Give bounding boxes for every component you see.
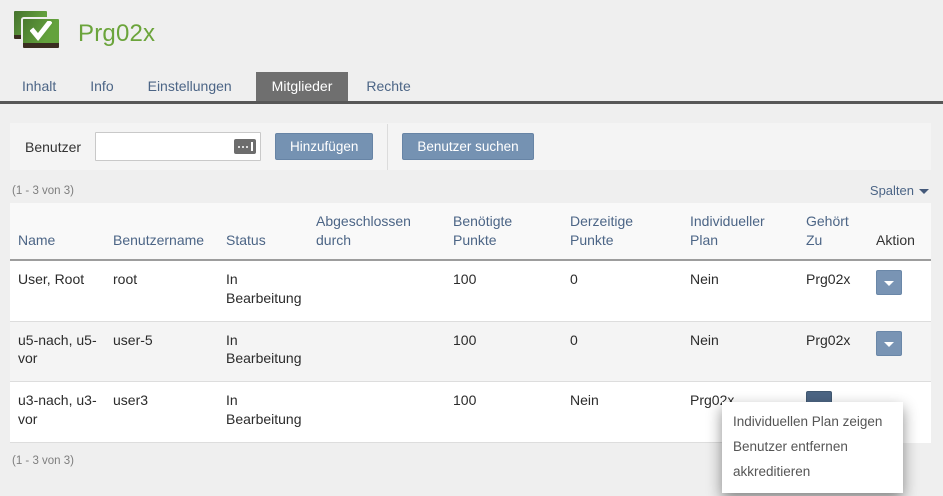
columns-selector[interactable]: Spalten	[870, 183, 929, 198]
menu-item-remove-user[interactable]: Benutzer entfernen	[733, 439, 848, 454]
col-header-status[interactable]: Status	[218, 203, 308, 261]
table-header-row: Name Benutzername Status Abgeschlossen d…	[10, 203, 931, 261]
search-users-button[interactable]: Benutzer suchen	[402, 133, 534, 160]
checkmark-icon	[30, 21, 52, 41]
cell-individual-plan: Nein	[682, 321, 798, 383]
col-header-required-points[interactable]: Benötigte Punkte	[445, 203, 562, 261]
menu-item-show-individual-plan[interactable]: Individuellen Plan zeigen	[733, 414, 883, 429]
cell-completed-by	[308, 321, 445, 383]
user-input-label: Benutzer	[25, 138, 82, 155]
cell-current-points: 0	[562, 259, 682, 322]
chevron-down-icon	[919, 189, 929, 194]
cell-required-points: 100	[445, 259, 562, 322]
col-header-name[interactable]: Name	[10, 203, 105, 261]
cell-individual-plan2: Nein	[562, 381, 682, 444]
cell-individual-plan: Nein	[682, 259, 798, 322]
cell-belongs-to: Prg02x	[798, 321, 868, 383]
cell-username: user3	[105, 381, 218, 444]
toolbar-divider	[387, 123, 389, 170]
tab-info[interactable]: Info	[90, 78, 114, 94]
cell-name: User, Root	[10, 259, 105, 322]
tab-mitglieder[interactable]: Mitglieder	[255, 72, 349, 101]
table-row: u5-nach, u5-vor user-5 In Bearbeitung 10…	[10, 321, 931, 383]
col-header-username[interactable]: Benutzername	[105, 203, 218, 261]
tab-rechte[interactable]: Rechte	[366, 78, 411, 94]
col-header-belongs-to[interactable]: Gehört Zu	[798, 203, 868, 261]
user-search-input[interactable]	[95, 132, 262, 161]
page-title: Prg02x	[78, 20, 156, 47]
page-header: Prg02x	[0, 0, 943, 62]
table-row: User, Root root In Bearbeitung 100 0 Nei…	[10, 259, 931, 322]
autocomplete-icon[interactable]	[234, 139, 257, 154]
row-action-menu: Individuellen Plan zeigen Benutzer entfe…	[722, 402, 903, 493]
cell-status: In Bearbeitung	[218, 259, 308, 322]
chevron-down-icon	[884, 280, 894, 286]
cell-belongs-to: Prg02x	[798, 259, 868, 322]
col-header-action: Aktion	[868, 203, 931, 261]
cell-required-points: 100	[445, 321, 562, 383]
table-meta: (1 - 3 von 3) Spalten	[12, 183, 929, 198]
user-input-wrap	[95, 132, 262, 161]
chevron-down-icon	[884, 341, 894, 347]
study-programme-icon	[14, 10, 62, 56]
tab-einstellungen[interactable]: Einstellungen	[147, 78, 232, 94]
member-toolbar: Benutzer Hinzufügen Benutzer suchen	[10, 123, 931, 170]
add-user-button[interactable]: Hinzufügen	[275, 133, 374, 160]
cell-status: In Bearbeitung	[218, 321, 308, 383]
cell-name: u5-nach, u5-vor	[10, 321, 105, 383]
cell-action	[868, 321, 931, 383]
columns-selector-label: Spalten	[869, 183, 914, 198]
col-header-current-points[interactable]: Derzeitige Punkte	[562, 203, 682, 261]
study-programme-icon-front	[23, 19, 59, 48]
cell-completed-by	[308, 381, 445, 444]
result-range-top: (1 - 3 von 3)	[12, 184, 74, 197]
menu-item-accredit[interactable]: akkreditieren	[733, 464, 811, 479]
tab-inhalt[interactable]: Inhalt	[22, 78, 57, 94]
cell-status: In Bearbeitung	[218, 381, 308, 444]
row-action-dropdown-button[interactable]	[876, 269, 902, 295]
tab-bar: Inhalt Info Einstellungen Mitglieder Rec…	[0, 72, 943, 104]
cell-required-points: 100	[445, 381, 562, 444]
col-header-individual-plan[interactable]: Individueller Plan	[682, 203, 798, 261]
cell-username: user-5	[105, 321, 218, 383]
cell-action	[868, 259, 931, 322]
cell-username: root	[105, 259, 218, 322]
cell-current-points: 0	[562, 321, 682, 383]
cell-name: u3-nach, u3-vor	[10, 381, 105, 444]
row-action-dropdown-button[interactable]	[876, 330, 902, 356]
result-range-bottom: (1 - 3 von 3)	[12, 455, 74, 468]
col-header-completed-by[interactable]: Abgeschlossen durch	[308, 203, 445, 261]
cell-completed-by	[308, 259, 445, 322]
